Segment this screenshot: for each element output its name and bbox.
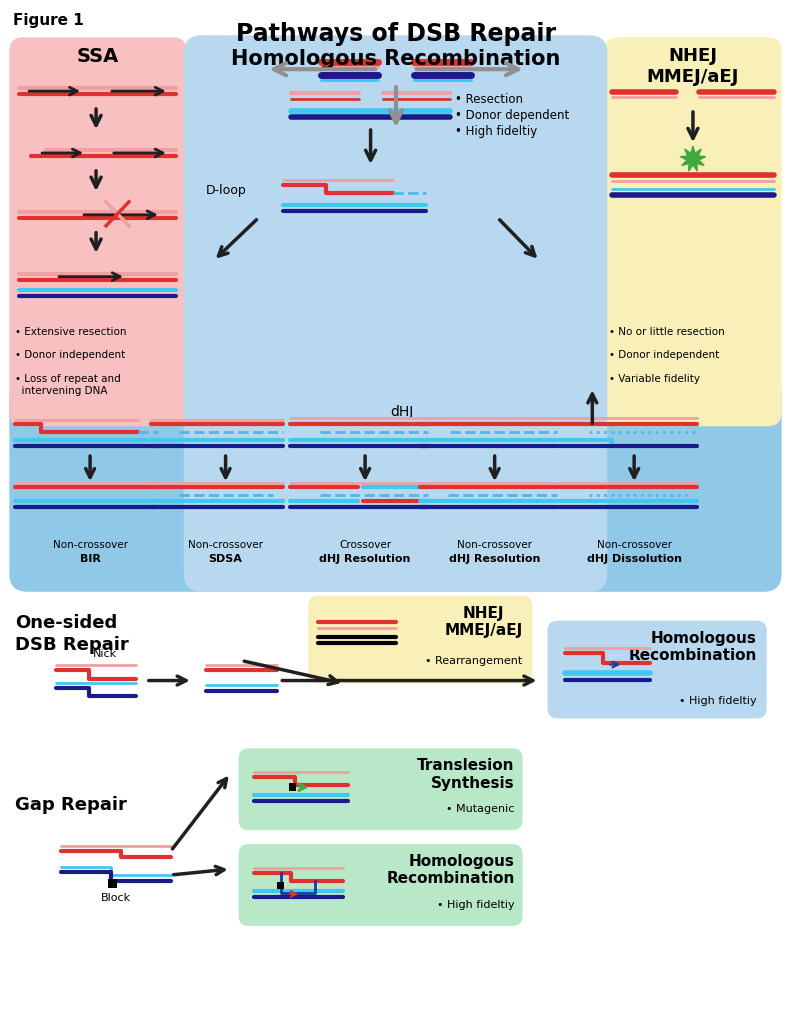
Text: • Donor independent: • Donor independent: [609, 350, 720, 360]
Text: dHJ: dHJ: [390, 406, 413, 419]
Text: • No or little resection: • No or little resection: [609, 327, 725, 337]
Text: • Loss of repeat and
  intervening DNA: • Loss of repeat and intervening DNA: [15, 375, 121, 396]
FancyBboxPatch shape: [547, 621, 766, 719]
Bar: [278, 882, 285, 889]
Bar: [108, 879, 117, 888]
Text: dHJ Resolution: dHJ Resolution: [320, 554, 411, 564]
Text: Homologous
Recombination: Homologous Recombination: [628, 631, 757, 664]
Text: • High fideltiy: • High fideltiy: [679, 696, 757, 707]
Text: SSA: SSA: [77, 47, 119, 67]
FancyBboxPatch shape: [184, 35, 607, 592]
FancyBboxPatch shape: [9, 378, 782, 592]
Text: • Extensive resection: • Extensive resection: [15, 327, 127, 337]
Text: • Donor independent: • Donor independent: [15, 350, 126, 360]
Text: • Rearrangement: • Rearrangement: [426, 655, 523, 666]
FancyBboxPatch shape: [239, 749, 523, 830]
Text: D-loop: D-loop: [206, 184, 247, 198]
Text: Pathways of DSB Repair: Pathways of DSB Repair: [236, 23, 556, 46]
Text: • Donor dependent: • Donor dependent: [456, 110, 570, 122]
Text: SDSA: SDSA: [209, 554, 243, 564]
Text: • High fideltiy: • High fideltiy: [456, 125, 538, 138]
Text: NHEJ
MMEJ/aEJ: NHEJ MMEJ/aEJ: [647, 47, 739, 86]
Text: Homologous
Recombination: Homologous Recombination: [386, 854, 515, 887]
Text: Figure 1: Figure 1: [13, 13, 84, 29]
Polygon shape: [680, 146, 706, 171]
Text: Gap Repair: Gap Repair: [15, 797, 127, 814]
Text: • Resection: • Resection: [456, 93, 524, 106]
Text: • Variable fidelity: • Variable fidelity: [609, 375, 700, 384]
Text: • Mutagenic: • Mutagenic: [446, 804, 515, 814]
FancyBboxPatch shape: [604, 37, 782, 426]
Text: dHJ Dissolution: dHJ Dissolution: [587, 554, 682, 564]
Text: BIR: BIR: [80, 554, 100, 564]
Text: Crossover: Crossover: [339, 540, 392, 550]
Text: One-sided
DSB Repair: One-sided DSB Repair: [15, 613, 129, 654]
Text: dHJ Resolution: dHJ Resolution: [449, 554, 540, 564]
FancyBboxPatch shape: [239, 844, 523, 926]
Bar: [290, 783, 297, 792]
Text: Non-crossover: Non-crossover: [457, 540, 532, 550]
Text: NHEJ
MMEJ/aEJ: NHEJ MMEJ/aEJ: [445, 606, 523, 638]
Text: Block: Block: [101, 893, 131, 903]
Text: Non-crossover: Non-crossover: [596, 540, 672, 550]
Text: • High fideltiy: • High fideltiy: [437, 900, 515, 910]
Text: Nick: Nick: [93, 648, 117, 658]
Text: Homologous Recombination: Homologous Recombination: [231, 49, 560, 70]
Text: Translesion
Synthesis: Translesion Synthesis: [417, 759, 515, 791]
FancyBboxPatch shape: [9, 37, 187, 426]
Text: Non-crossover: Non-crossover: [188, 540, 263, 550]
Text: Non-crossover: Non-crossover: [52, 540, 127, 550]
FancyBboxPatch shape: [308, 596, 532, 684]
